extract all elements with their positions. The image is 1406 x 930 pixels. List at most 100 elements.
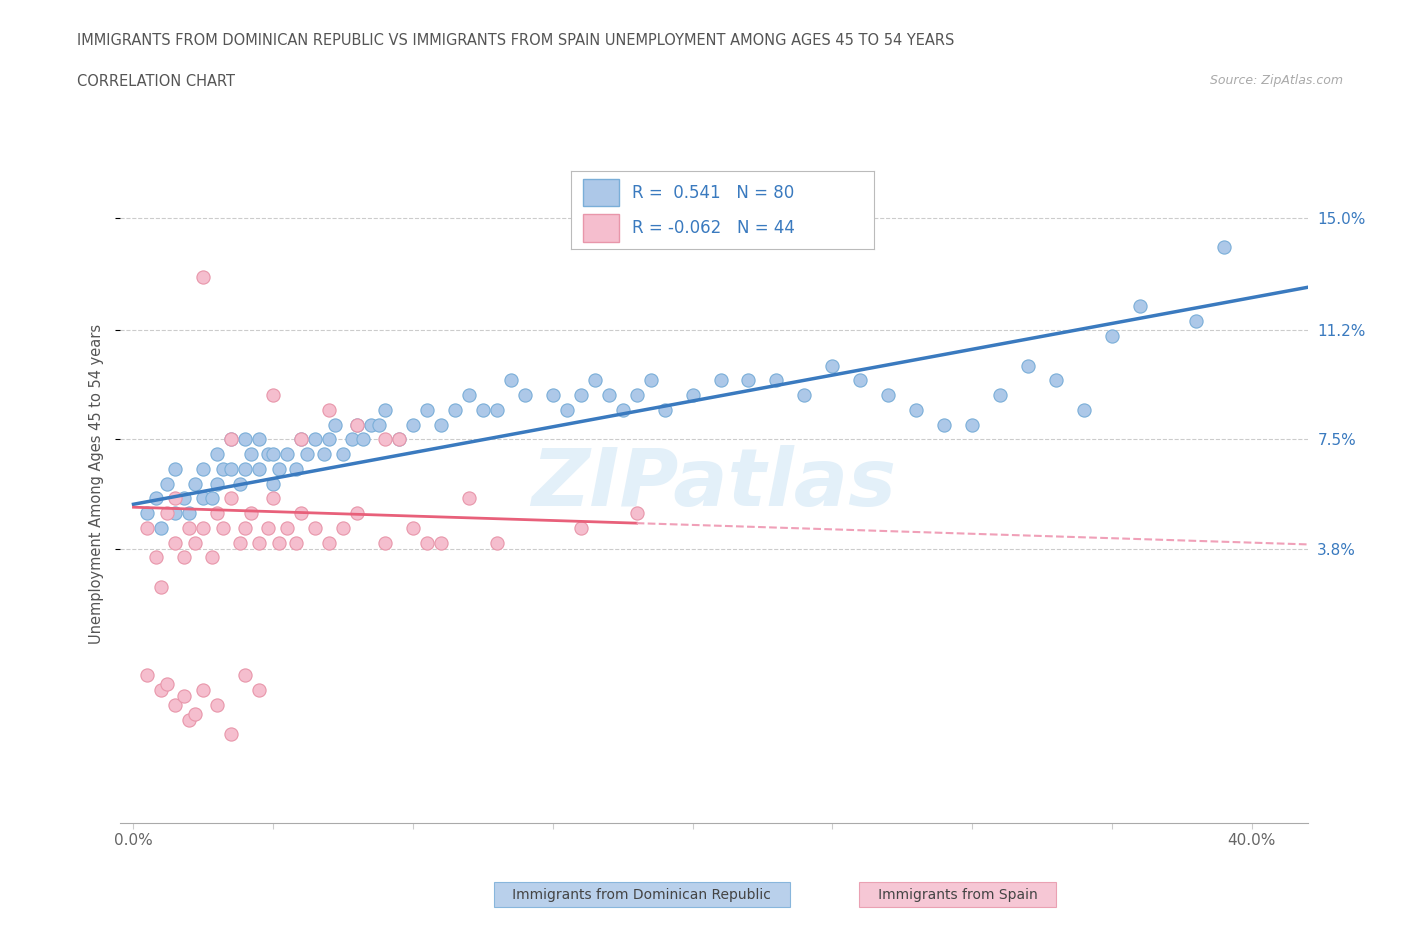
Point xyxy=(165,698,187,712)
Point xyxy=(247,683,270,698)
Point xyxy=(207,446,229,461)
Point xyxy=(960,418,983,432)
Point xyxy=(1129,299,1152,314)
Point xyxy=(318,403,340,418)
Point xyxy=(541,388,564,403)
Point xyxy=(368,418,391,432)
Point xyxy=(402,418,425,432)
Point xyxy=(184,535,207,550)
Point xyxy=(346,506,368,521)
Point xyxy=(346,418,368,432)
Point xyxy=(284,535,307,550)
Point xyxy=(352,432,374,446)
Point xyxy=(849,373,872,388)
Point xyxy=(318,432,340,446)
Point xyxy=(290,506,312,521)
Point xyxy=(145,491,167,506)
Point xyxy=(262,446,284,461)
Point xyxy=(150,683,173,698)
Point xyxy=(179,712,201,727)
Point xyxy=(374,403,396,418)
Point xyxy=(165,506,187,521)
Point xyxy=(165,535,187,550)
Point xyxy=(221,491,243,506)
Point xyxy=(458,388,481,403)
Point xyxy=(340,432,363,446)
Point xyxy=(612,403,634,418)
Point xyxy=(640,373,662,388)
Point xyxy=(304,432,326,446)
Point xyxy=(233,461,256,476)
Point xyxy=(332,446,354,461)
Point xyxy=(709,373,731,388)
Text: IMMIGRANTS FROM DOMINICAN REPUBLIC VS IMMIGRANTS FROM SPAIN UNEMPLOYMENT AMONG A: IMMIGRANTS FROM DOMINICAN REPUBLIC VS IM… xyxy=(77,33,955,47)
Point xyxy=(156,476,179,491)
Point xyxy=(193,491,215,506)
Point xyxy=(471,403,494,418)
Point xyxy=(626,506,648,521)
Point xyxy=(156,506,179,521)
Point xyxy=(1073,403,1095,418)
Point xyxy=(682,388,704,403)
Point xyxy=(207,506,229,521)
Point xyxy=(430,418,453,432)
Point xyxy=(239,506,262,521)
Point xyxy=(1184,313,1206,328)
Point xyxy=(555,403,578,418)
Point xyxy=(247,535,270,550)
Text: Immigrants from Dominican Republic: Immigrants from Dominican Republic xyxy=(499,887,785,902)
Point xyxy=(221,727,243,742)
Point xyxy=(233,668,256,683)
Point xyxy=(388,432,411,446)
Point xyxy=(262,491,284,506)
Point xyxy=(184,707,207,722)
Point xyxy=(346,418,368,432)
Point xyxy=(485,403,508,418)
Point xyxy=(583,373,606,388)
Point xyxy=(179,506,201,521)
Point xyxy=(988,388,1011,403)
Point xyxy=(388,432,411,446)
Point xyxy=(1212,240,1234,255)
Point xyxy=(173,550,195,565)
Point xyxy=(193,521,215,536)
Point xyxy=(228,476,250,491)
Text: R = -0.062   N = 44: R = -0.062 N = 44 xyxy=(631,219,794,237)
Point xyxy=(201,491,224,506)
Point xyxy=(221,432,243,446)
Point xyxy=(402,521,425,536)
Point xyxy=(193,461,215,476)
Point xyxy=(284,461,307,476)
Point xyxy=(156,677,179,692)
Point xyxy=(360,418,382,432)
Point xyxy=(247,461,270,476)
Point xyxy=(184,476,207,491)
Point xyxy=(233,521,256,536)
Point xyxy=(318,535,340,550)
Point xyxy=(304,521,326,536)
Text: CORRELATION CHART: CORRELATION CHART xyxy=(77,74,235,89)
Point xyxy=(290,432,312,446)
Point xyxy=(267,535,290,550)
Point xyxy=(416,535,439,550)
Point xyxy=(136,521,159,536)
Point xyxy=(150,579,173,594)
Point xyxy=(193,683,215,698)
Point xyxy=(193,270,215,285)
Point xyxy=(173,491,195,506)
Point xyxy=(212,461,235,476)
Point xyxy=(136,668,159,683)
Y-axis label: Unemployment Among Ages 45 to 54 years: Unemployment Among Ages 45 to 54 years xyxy=(89,324,104,644)
Point xyxy=(569,388,592,403)
Point xyxy=(821,358,844,373)
Point xyxy=(430,535,453,550)
Point xyxy=(290,432,312,446)
Point xyxy=(332,521,354,536)
Point xyxy=(1045,373,1067,388)
Point xyxy=(737,373,759,388)
Point xyxy=(207,698,229,712)
Point xyxy=(569,521,592,536)
Point xyxy=(136,506,159,521)
Point xyxy=(165,461,187,476)
Text: R =  0.541   N = 80: R = 0.541 N = 80 xyxy=(631,184,794,202)
